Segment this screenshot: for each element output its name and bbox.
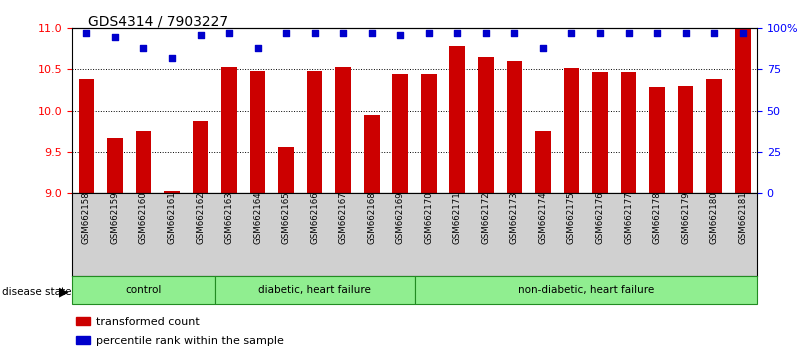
- Point: [223, 30, 235, 36]
- FancyBboxPatch shape: [72, 276, 215, 304]
- Bar: [449, 46, 465, 193]
- Bar: [193, 120, 208, 193]
- Bar: [107, 138, 123, 193]
- Bar: [278, 147, 294, 193]
- Bar: [650, 87, 665, 193]
- Point: [508, 30, 521, 36]
- Bar: [336, 67, 351, 193]
- Text: control: control: [125, 285, 162, 295]
- Bar: [678, 86, 694, 193]
- Point: [137, 45, 150, 51]
- Bar: [535, 131, 551, 193]
- Point: [336, 30, 349, 36]
- Text: disease state: disease state: [2, 287, 71, 297]
- Point: [80, 30, 93, 36]
- Bar: [421, 74, 437, 193]
- Text: non-diabetic, heart failure: non-diabetic, heart failure: [517, 285, 654, 295]
- Bar: [250, 71, 265, 193]
- Point: [622, 30, 635, 36]
- Point: [594, 30, 606, 36]
- Point: [422, 30, 435, 36]
- Point: [650, 30, 663, 36]
- Bar: [706, 79, 722, 193]
- FancyBboxPatch shape: [215, 276, 415, 304]
- Bar: [621, 72, 636, 193]
- Point: [280, 30, 292, 36]
- Text: ▶: ▶: [59, 286, 69, 298]
- Point: [736, 30, 749, 36]
- Bar: [564, 68, 579, 193]
- Bar: [735, 22, 751, 193]
- Bar: [307, 71, 323, 193]
- Bar: [135, 131, 151, 193]
- Bar: [364, 115, 380, 193]
- Bar: [76, 336, 90, 344]
- Point: [194, 32, 207, 38]
- Bar: [76, 317, 90, 325]
- Text: diabetic, heart failure: diabetic, heart failure: [258, 285, 371, 295]
- Point: [679, 30, 692, 36]
- Bar: [164, 191, 179, 193]
- Point: [252, 45, 264, 51]
- Bar: [392, 74, 408, 193]
- Point: [537, 45, 549, 51]
- Point: [365, 30, 378, 36]
- Bar: [506, 61, 522, 193]
- Point: [451, 30, 464, 36]
- Point: [480, 30, 493, 36]
- Point: [565, 30, 578, 36]
- Point: [708, 30, 721, 36]
- Point: [108, 34, 121, 39]
- Bar: [592, 72, 608, 193]
- Point: [308, 30, 321, 36]
- Bar: [78, 79, 95, 193]
- Text: GDS4314 / 7903227: GDS4314 / 7903227: [88, 14, 228, 28]
- Bar: [221, 67, 237, 193]
- Text: transformed count: transformed count: [96, 316, 200, 327]
- Point: [394, 32, 407, 38]
- FancyBboxPatch shape: [415, 276, 757, 304]
- Bar: [478, 57, 493, 193]
- Text: percentile rank within the sample: percentile rank within the sample: [96, 336, 284, 346]
- Point: [166, 55, 179, 61]
